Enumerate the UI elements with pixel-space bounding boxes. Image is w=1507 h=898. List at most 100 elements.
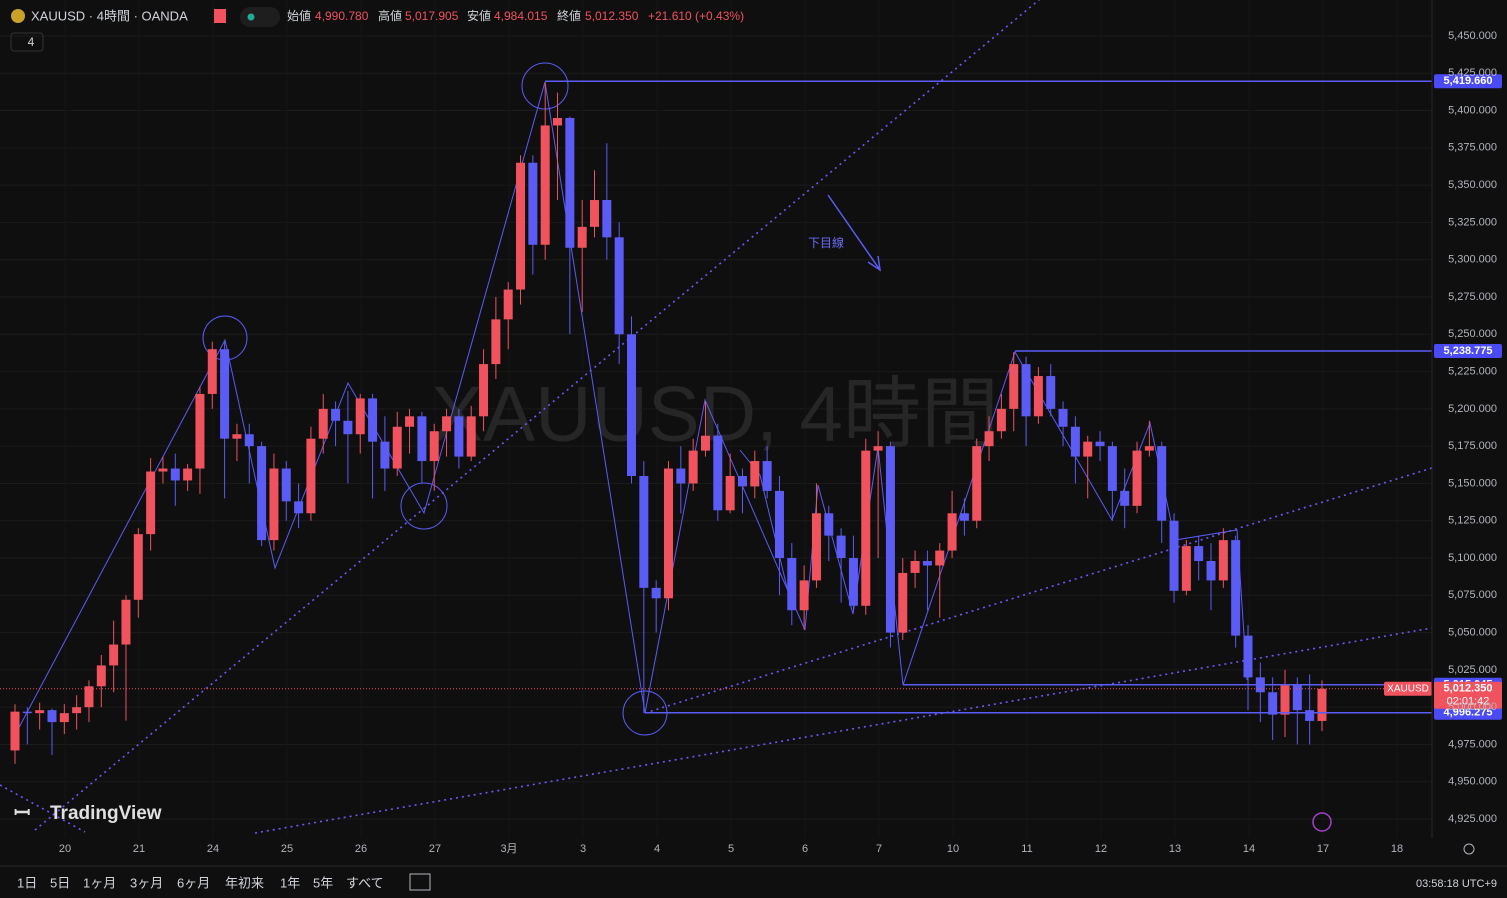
range-button[interactable]: 年初来 <box>225 875 264 890</box>
candle-body <box>1194 546 1204 562</box>
x-tick-label: 21 <box>133 843 145 855</box>
x-tick-label: 6 <box>802 843 808 855</box>
candle-body <box>1157 446 1167 521</box>
candles <box>10 82 1327 764</box>
candle-body <box>429 431 439 462</box>
candle-body <box>910 561 920 573</box>
candle-body <box>355 398 365 435</box>
candle-body <box>935 550 945 566</box>
candle-body <box>1046 376 1056 409</box>
candle-body <box>1206 561 1216 581</box>
x-tick-label: 20 <box>59 843 71 855</box>
candle-body <box>627 334 636 476</box>
x-tick-label: 27 <box>429 843 441 855</box>
countdown: 02:01:42 <box>1447 696 1490 708</box>
candle-body <box>762 461 772 491</box>
candle-body <box>405 416 415 427</box>
candle-body <box>121 599 131 645</box>
logo-mark: ꟷ <box>14 802 30 824</box>
candle-body <box>479 364 489 417</box>
range-button[interactable]: すべて <box>346 875 384 890</box>
candle-body <box>1070 426 1080 457</box>
candle-body <box>1280 684 1290 715</box>
price-tag-label: 5,012.350 <box>1444 683 1493 695</box>
candle-body <box>577 226 587 248</box>
candle-body <box>861 450 871 606</box>
candle-body <box>195 393 205 469</box>
candle-body <box>688 450 698 484</box>
candle-body <box>984 431 994 447</box>
compare-icon[interactable] <box>409 873 431 891</box>
candle-body <box>170 468 180 481</box>
drawings <box>0 0 1432 834</box>
y-tick-label: 5,000.000 <box>1448 701 1497 713</box>
candle-body <box>528 162 538 245</box>
candle-body <box>1009 364 1019 409</box>
close-value: 5,012.350 <box>585 9 639 23</box>
x-tick-label: 3 <box>580 843 586 855</box>
candle-body <box>614 237 624 335</box>
candle-body <box>417 416 427 462</box>
range-button[interactable]: 1ヶ月 <box>83 875 116 890</box>
candle-body <box>207 349 217 394</box>
y-tick-label: 5,450.000 <box>1448 30 1497 42</box>
annotation: 下目線 <box>808 235 844 250</box>
y-tick-label: 4,925.000 <box>1448 813 1497 825</box>
candle-body <box>898 572 908 633</box>
candle-body <box>1317 688 1327 721</box>
high-label: 高値 <box>378 8 402 23</box>
candle-body <box>244 434 254 447</box>
candle-body <box>873 446 883 451</box>
high-value: 5,017.905 <box>405 9 459 23</box>
range-button[interactable]: 5年 <box>313 875 333 890</box>
x-tick-label: 3月 <box>500 843 517 855</box>
range-button[interactable]: 6ヶ月 <box>177 875 210 890</box>
range-button[interactable]: 1年 <box>280 875 300 890</box>
range-button[interactable]: 5日 <box>50 875 70 890</box>
candle-body <box>1169 520 1179 591</box>
x-tick-label: 7 <box>876 843 882 855</box>
y-tick-label: 5,175.000 <box>1448 440 1497 452</box>
candle-body <box>1021 364 1031 417</box>
flag[interactable] <box>214 9 226 23</box>
zigzag-part <box>739 449 791 601</box>
candle-body <box>491 319 501 365</box>
settings-icon[interactable] <box>1463 843 1475 855</box>
level-label: 4,996.275 <box>1444 707 1493 719</box>
x-tick-label: 25 <box>281 843 293 855</box>
level-tag <box>1434 705 1502 720</box>
candle-body <box>639 475 649 588</box>
x-tick-label: 10 <box>947 843 959 855</box>
level-tag <box>1434 344 1502 359</box>
candle-body <box>331 408 341 421</box>
candle-body <box>565 117 575 248</box>
candle-body <box>713 435 723 511</box>
candle-body <box>35 710 45 714</box>
candle-body <box>725 475 735 511</box>
indicator-toggle[interactable] <box>10 32 44 52</box>
range-button[interactable]: 3ヶ月 <box>130 875 163 890</box>
candle-body <box>59 713 69 723</box>
candle-body <box>294 501 304 514</box>
candle-body <box>72 707 82 714</box>
y-tick-label: 5,150.000 <box>1448 477 1497 489</box>
y-tick-label: 5,375.000 <box>1448 142 1497 154</box>
candle-body <box>133 534 143 600</box>
candle-body <box>84 686 94 708</box>
candle-body <box>885 446 895 633</box>
y-tick-label: 5,050.000 <box>1448 627 1497 639</box>
y-tick-label: 5,325.000 <box>1448 216 1497 228</box>
range-button[interactable]: 1日 <box>17 875 37 890</box>
alert-icon[interactable] <box>1312 812 1332 832</box>
candle-body <box>10 711 20 751</box>
candle-body <box>836 535 846 559</box>
zigzag <box>14 81 1248 736</box>
candle-body <box>540 125 550 245</box>
y-tick-label: 5,125.000 <box>1448 515 1497 527</box>
y-tick-label: 5,200.000 <box>1448 403 1497 415</box>
candle-body <box>343 420 353 435</box>
arrow <box>827 194 881 271</box>
candle-body <box>676 468 686 484</box>
y-tick-label: 5,225.000 <box>1448 365 1497 377</box>
